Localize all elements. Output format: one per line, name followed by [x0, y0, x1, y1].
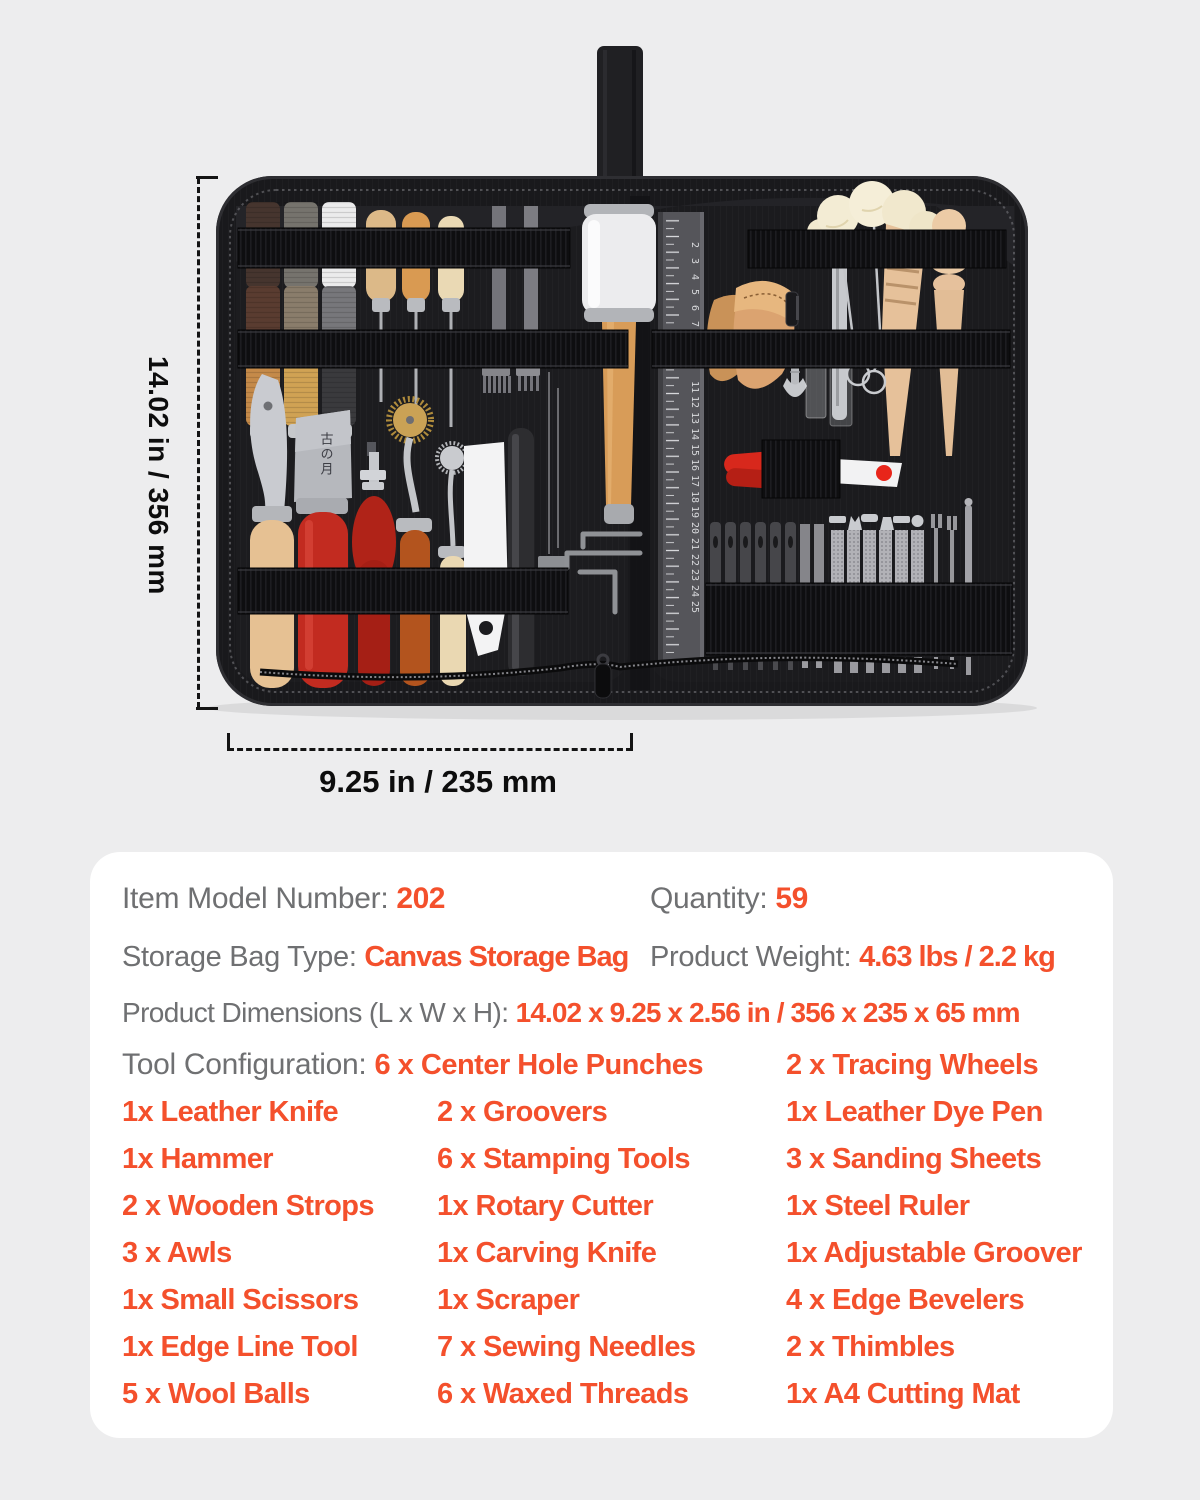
svg-text:15: 15: [689, 444, 700, 456]
product-dimensions: Product Dimensions (L x W x H): 14.02 x …: [122, 996, 1083, 1030]
tool-item: 2 x Thimbles: [786, 1331, 955, 1363]
svg-text:25: 25: [689, 601, 700, 613]
svg-text:4: 4: [689, 274, 700, 280]
width-dimension-left-tick: [227, 733, 230, 751]
item-model-value: 202: [396, 882, 445, 915]
tool-item: 1x Carving Knife: [437, 1237, 657, 1269]
svg-text:16: 16: [689, 459, 700, 471]
dimensions-label: Product Dimensions (L x W x H):: [122, 997, 509, 1028]
storage-bag-type: Storage Bag Type: Canvas Storage Bag: [122, 940, 650, 974]
tool-config-label: Tool Configuration:: [122, 1048, 367, 1081]
scraper: [464, 442, 508, 656]
width-dimension-label: 9.25 in / 235 mm: [319, 764, 557, 799]
tool-item: 2 x Wooden Strops: [122, 1190, 375, 1222]
weight-label: Product Weight:: [650, 941, 852, 973]
bag-type-label: Storage Bag Type:: [122, 941, 357, 973]
bag-handle: [597, 46, 643, 192]
tool-configuration: Tool Configuration: 6 x Center Hole Punc…: [122, 1048, 786, 1082]
width-dimension-line: [228, 748, 632, 751]
dimensions-value: 14.02 x 9.25 x 2.56 in / 356 x 235 x 65 …: [515, 997, 1021, 1028]
width-dimension-right-tick: [630, 733, 633, 751]
height-dimension-bottom-tick: [196, 707, 218, 710]
quantity: Quantity: 59: [650, 882, 1083, 916]
quantity-label: Quantity:: [650, 882, 768, 915]
elastic-straps: [237, 227, 1013, 656]
tool-item: 5 x Wool Balls: [122, 1378, 310, 1410]
tool-list-row: 1x Small Scissors 1x Scraper 4 x Edge Be…: [122, 1283, 1083, 1317]
tool-item: 2 x Groovers: [437, 1096, 608, 1128]
tool-list-row: 5 x Wool Balls 6 x Waxed Threads 1x A4 C…: [122, 1377, 1083, 1411]
tool-item: 4 x Edge Bevelers: [786, 1284, 1025, 1316]
height-dimension-line: [197, 178, 200, 708]
zipper: [259, 653, 959, 699]
height-dimension-top-tick: [196, 176, 218, 179]
tool-item: 6 x Stamping Tools: [437, 1143, 691, 1175]
tool-item: 1x Leather Dye Pen: [786, 1096, 1043, 1128]
spec-row-model-quantity: Item Model Number: 202 Quantity: 59: [122, 882, 1083, 916]
stamping-tools-row: [710, 498, 973, 585]
item-model-label: Item Model Number:: [122, 882, 389, 915]
svg-text:7: 7: [689, 321, 700, 327]
tool-item: 6 x Waxed Threads: [437, 1378, 689, 1410]
tool-config-value: 6 x Center Hole Punches: [374, 1049, 704, 1081]
svg-text:2: 2: [689, 242, 700, 248]
tool-item: 7 x Sewing Needles: [437, 1331, 696, 1363]
tool-list-row: 3 x Awls 1x Carving Knife 1x Adjustable …: [122, 1236, 1083, 1270]
svg-text:23: 23: [689, 569, 700, 581]
tool-item: 1x Small Scissors: [122, 1284, 359, 1316]
svg-text:17: 17: [689, 475, 700, 487]
svg-text:20: 20: [689, 522, 700, 534]
product-photo: 古の月: [207, 46, 1037, 720]
spec-row-bagtype-weight: Storage Bag Type: Canvas Storage Bag Pro…: [122, 940, 1083, 974]
svg-text:14: 14: [689, 428, 700, 440]
tool-item: 1x Edge Line Tool: [122, 1331, 358, 1363]
svg-text:6: 6: [689, 305, 700, 311]
tool-item: 1x Leather Knife: [122, 1096, 339, 1128]
blade-kanji: 古の月: [318, 432, 334, 477]
svg-text:21: 21: [689, 538, 700, 550]
quantity-value: 59: [775, 882, 808, 915]
item-model-number: Item Model Number: 202: [122, 882, 650, 916]
tool-item: 1x Hammer: [122, 1143, 274, 1175]
svg-text:5: 5: [689, 289, 700, 295]
tool-item: 1x Scraper: [437, 1284, 580, 1316]
svg-text:19: 19: [689, 506, 700, 518]
leather-knife: 古の月: [294, 410, 352, 688]
svg-text:12: 12: [689, 396, 700, 408]
svg-text:18: 18: [689, 491, 700, 503]
spec-row-tool-config: Tool Configuration: 6 x Center Hole Punc…: [122, 1048, 1083, 1082]
svg-text:22: 22: [689, 554, 700, 566]
tool-list-row: 1x Leather Knife 2 x Groovers 1x Leather…: [122, 1095, 1083, 1129]
tool-item: 3 x Sanding Sheets: [786, 1143, 1042, 1175]
height-dimension-label: 14.02 in / 356 mm: [143, 356, 174, 595]
spec-row-dimensions: Product Dimensions (L x W x H): 14.02 x …: [122, 996, 1083, 1030]
weight-value: 4.63 lbs / 2.2 kg: [859, 941, 1056, 973]
tool-list-row: 1x Edge Line Tool 7 x Sewing Needles 2 x…: [122, 1330, 1083, 1364]
tool-list-row: 2 x Wooden Strops 1x Rotary Cutter 1x St…: [122, 1189, 1083, 1223]
tool-item: 1x Rotary Cutter: [437, 1190, 654, 1222]
sanding-stick: [508, 428, 534, 676]
sewing-needles: [548, 372, 559, 554]
tool-item: 1x A4 Cutting Mat: [786, 1378, 1020, 1410]
tool-list-row: 1x Hammer 6 x Stamping Tools 3 x Sanding…: [122, 1142, 1083, 1176]
tool-config-right-value: 2 x Tracing Wheels: [786, 1049, 1039, 1081]
tool-item: 1x Adjustable Groover: [786, 1237, 1082, 1269]
spec-card: Item Model Number: 202 Quantity: 59 Stor…: [90, 852, 1113, 1438]
hex-keys: [564, 531, 643, 615]
leather-dye-pen: [785, 291, 799, 327]
zipper-pull-icon: [594, 653, 612, 699]
product-weight: Product Weight: 4.63 lbs / 2.2 kg: [650, 940, 1083, 974]
tool-item: 3 x Awls: [122, 1237, 232, 1269]
svg-text:11: 11: [689, 381, 700, 393]
tool-item: 1x Steel Ruler: [786, 1190, 970, 1222]
svg-text:3: 3: [689, 258, 700, 264]
svg-text:24: 24: [689, 585, 700, 597]
svg-text:13: 13: [689, 412, 700, 424]
bag-type-value: Canvas Storage Bag: [364, 941, 629, 973]
